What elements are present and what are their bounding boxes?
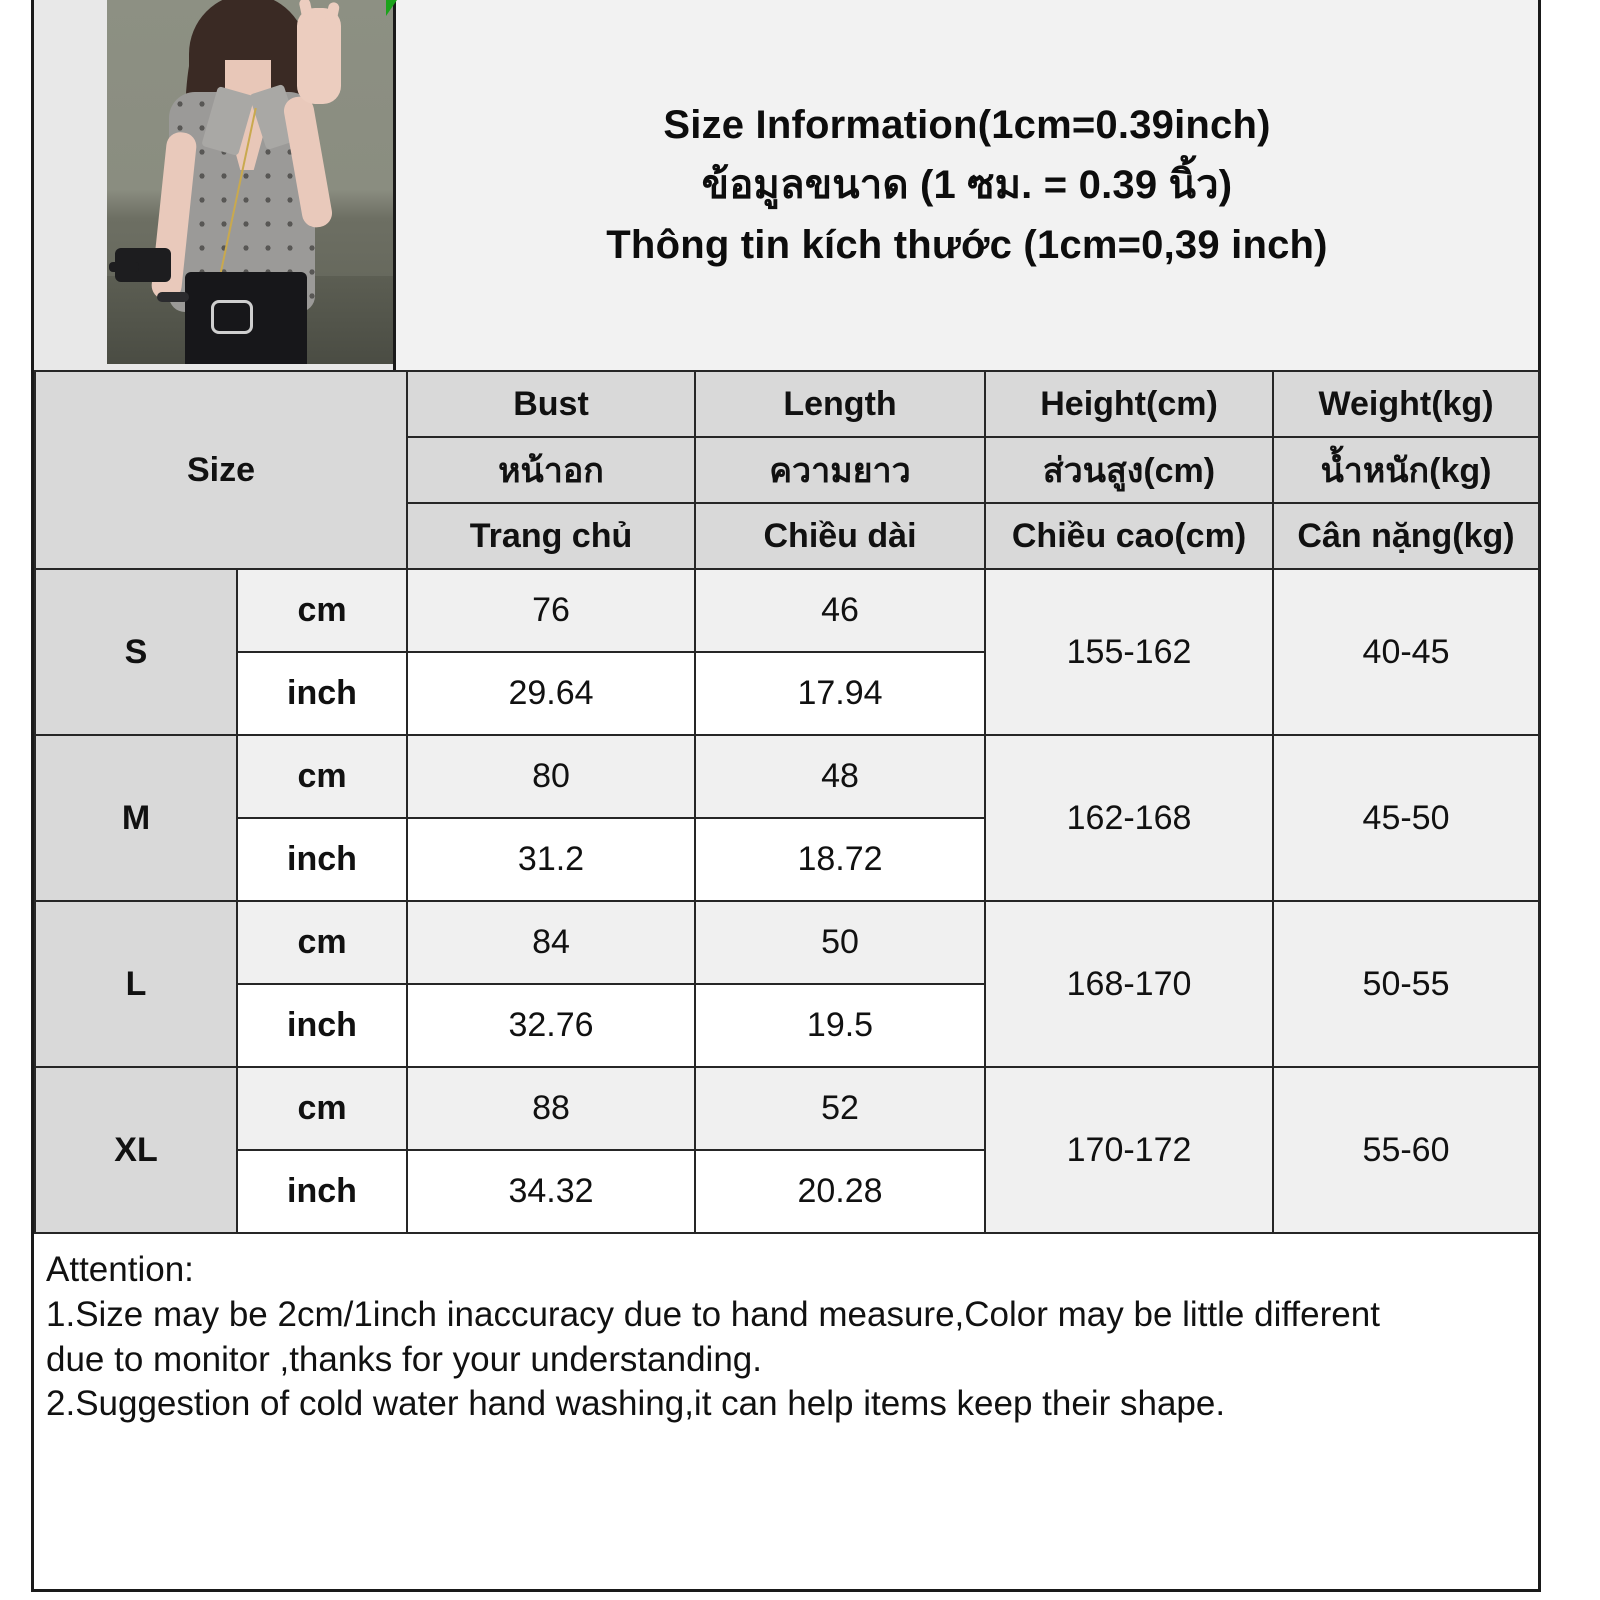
- header-length-en: Length: [694, 370, 987, 438]
- title-english: Size Information(1cm=0.39inch): [663, 103, 1271, 147]
- table-row: inch 31.2 18.72: [35, 817, 1539, 902]
- attention-line-3: 2.Suggestion of cold water hand washing,…: [46, 1384, 1226, 1424]
- header-bust-th: หน้าอก: [406, 436, 697, 504]
- weight-s: 40-45: [1272, 568, 1541, 736]
- header-length-vi: Chiều dài: [694, 502, 987, 570]
- unit-cm-xl: cm: [235, 1066, 409, 1151]
- height-l: 168-170: [984, 900, 1275, 1068]
- header-row-english: Size Bust Length Height(cm) Weight(kg): [33, 370, 1541, 570]
- length-inch-l: 19.5: [694, 983, 987, 1068]
- garment-black-skirt: [185, 272, 307, 364]
- length-inch-s: 17.94: [694, 651, 987, 736]
- bust-cm-xl: 88: [406, 1066, 697, 1151]
- background-bicycle-handlebar: [109, 262, 139, 272]
- table-row: inch 29.64 17.94: [35, 651, 1539, 736]
- top-band: Size Information(1cm=0.39inch) ข้อมูลขนา…: [31, 0, 1541, 370]
- header-height-th: ส่วนสูง(cm): [984, 436, 1275, 504]
- unit-cm-m: cm: [235, 734, 409, 819]
- header-height-vi: Chiều cao(cm): [984, 502, 1275, 570]
- table-row: inch 34.32 20.28: [35, 1149, 1539, 1234]
- size-label-xl: XL: [34, 1066, 238, 1234]
- title-vietnamese: Thông tin kích thước (1cm=0,39 inch): [606, 223, 1328, 267]
- unit-inch-s: inch: [235, 651, 409, 736]
- length-inch-xl: 20.28: [694, 1149, 987, 1234]
- weight-l: 50-55: [1272, 900, 1541, 1068]
- attention-block: Attention: 1.Size may be 2cm/1inch inacc…: [34, 1236, 1538, 1589]
- bust-inch-s: 29.64: [406, 651, 697, 736]
- weight-m: 45-50: [1272, 734, 1541, 902]
- size-label-m: M: [34, 734, 238, 902]
- model-bracelet: [157, 292, 189, 302]
- unit-inch-xl: inch: [235, 1149, 409, 1234]
- title-panel: Size Information(1cm=0.39inch) ข้อมูลขนา…: [386, 0, 1538, 370]
- size-table: Size Bust Length Height(cm) Weight(kg) ห…: [33, 370, 1541, 1234]
- length-cm-m: 48: [694, 734, 987, 819]
- green-triangle-marker: [386, 0, 397, 16]
- size-label-s: S: [34, 568, 238, 736]
- header-bust-en: Bust: [406, 370, 697, 438]
- table-row: S cm 76 46 155-162 40-45: [34, 568, 1541, 736]
- header-weight-th: น้ำหนัก(kg): [1272, 436, 1541, 504]
- attention-line-2: due to monitor ,thanks for your understa…: [46, 1339, 762, 1379]
- header-weight-en: Weight(kg): [1272, 370, 1541, 438]
- header-bust-vi: Trang chủ: [406, 502, 697, 570]
- length-inch-m: 18.72: [694, 817, 987, 902]
- length-cm-xl: 52: [694, 1066, 987, 1151]
- product-photo-cell: [34, 0, 396, 370]
- unit-cm-s: cm: [235, 568, 409, 653]
- bust-cm-l: 84: [406, 900, 697, 985]
- unit-inch-m: inch: [235, 817, 409, 902]
- height-xl: 170-172: [984, 1066, 1275, 1234]
- title-thai: ข้อมูลขนาด (1 ซม. = 0.39 นิ้ว): [701, 163, 1233, 207]
- header-weight-vi: Cân nặng(kg): [1272, 502, 1541, 570]
- header-row-thai: หน้าอก ความยาว ส่วนสูง(cm) น้ำหนัก(kg): [35, 436, 1541, 504]
- length-cm-l: 50: [694, 900, 987, 985]
- unit-cm-l: cm: [235, 900, 409, 985]
- table-row: M cm 80 48 162-168 45-50: [34, 734, 1541, 902]
- table-row: XL cm 88 52 170-172 55-60: [34, 1066, 1541, 1234]
- length-cm-s: 46: [694, 568, 987, 653]
- model-bag: [211, 300, 253, 334]
- table-row: L cm 84 50 168-170 50-55: [34, 900, 1541, 1068]
- attention-heading: Attention:: [46, 1250, 194, 1289]
- size-label-l: L: [34, 900, 238, 1068]
- product-photo: [107, 0, 393, 364]
- weight-xl: 55-60: [1272, 1066, 1541, 1234]
- table-row: inch 32.76 19.5: [35, 983, 1539, 1068]
- height-m: 162-168: [984, 734, 1275, 902]
- bust-cm-m: 80: [406, 734, 697, 819]
- height-s: 155-162: [984, 568, 1275, 736]
- bust-cm-s: 76: [406, 568, 697, 653]
- header-row-vietnamese: Trang chủ Chiều dài Chiều cao(cm) Cân nặ…: [35, 502, 1541, 570]
- unit-inch-l: inch: [235, 983, 409, 1068]
- attention-line-1: 1.Size may be 2cm/1inch inaccuracy due t…: [46, 1294, 1380, 1334]
- header-length-th: ความยาว: [694, 436, 987, 504]
- bust-inch-l: 32.76: [406, 983, 697, 1068]
- bust-inch-m: 31.2: [406, 817, 697, 902]
- header-height-en: Height(cm): [984, 370, 1275, 438]
- size-header-cell: Size: [33, 370, 409, 570]
- bust-inch-xl: 34.32: [406, 1149, 697, 1234]
